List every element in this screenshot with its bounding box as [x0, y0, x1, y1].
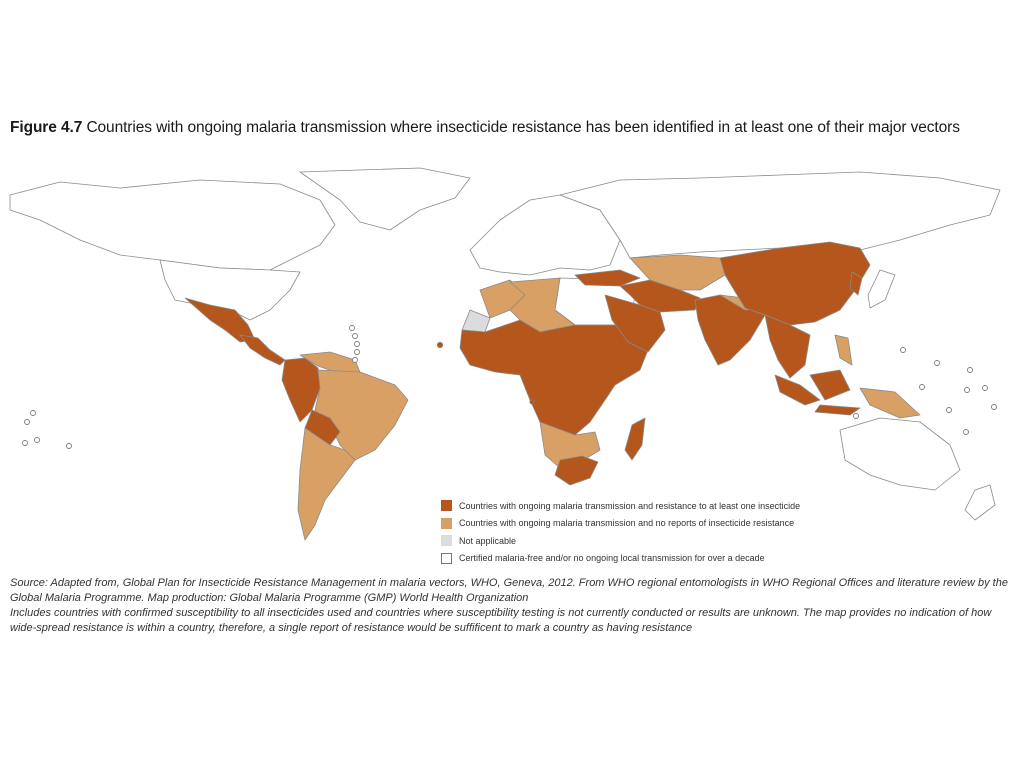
legend-label: Countries with ongoing malaria transmiss… [459, 518, 795, 529]
legend-item-not-applicable: Not applicable [441, 532, 800, 550]
legend-swatch [441, 500, 452, 512]
united-states [159, 259, 301, 321]
central-asia [629, 254, 726, 291]
legend-item-malaria-free: Certified malaria-free and/or no ongoing… [441, 550, 800, 568]
greenland [299, 167, 471, 231]
legend-label: Countries with ongoing malaria transmiss… [459, 500, 801, 511]
southeast-asia [764, 314, 811, 379]
philippines [834, 334, 853, 366]
new-zealand [964, 484, 996, 521]
map-legend: Countries with ongoing malaria transmiss… [441, 497, 800, 567]
source-text: Source: Adapted from, Global Plan for In… [10, 577, 1008, 604]
western-sahara [461, 309, 491, 333]
world-map [9, 167, 1001, 541]
small-islands [22, 325, 997, 449]
notes-text: Includes countries with confirmed suscep… [10, 607, 992, 634]
arabia [604, 294, 666, 353]
turkey [574, 269, 641, 287]
china [719, 241, 871, 326]
figure-label: Figure 4.7 [10, 119, 83, 136]
legend-label: Certified malaria-free and/or no ongoing… [459, 553, 765, 564]
southern-cone [297, 427, 356, 541]
indonesia [774, 369, 861, 416]
europe [469, 194, 621, 276]
legend-swatch [441, 535, 452, 547]
land-shapes [9, 167, 1001, 541]
sub-saharan-africa [459, 319, 651, 436]
figure-title: Figure 4.7 Countries with ongoing malari… [10, 119, 1020, 137]
legend-swatch [441, 552, 452, 564]
papua [859, 387, 921, 419]
central-america [239, 334, 286, 366]
legend-label: Not applicable [459, 535, 517, 546]
madagascar [624, 417, 646, 461]
korea [849, 271, 863, 296]
australia [839, 417, 961, 491]
figure-title-text: Countries with ongoing malaria transmiss… [86, 119, 960, 136]
canada [9, 179, 336, 271]
figure-source-note: Source: Adapted from, Global Plan for In… [10, 576, 1018, 636]
southern-africa [539, 421, 601, 469]
south-africa [554, 455, 599, 486]
russia [559, 171, 1001, 259]
legend-item-no-resistance: Countries with ongoing malaria transmiss… [441, 515, 800, 533]
legend-item-resistance: Countries with ongoing malaria transmiss… [441, 497, 800, 515]
legend-swatch [441, 517, 452, 529]
brazil [314, 369, 409, 461]
japan [867, 269, 896, 309]
